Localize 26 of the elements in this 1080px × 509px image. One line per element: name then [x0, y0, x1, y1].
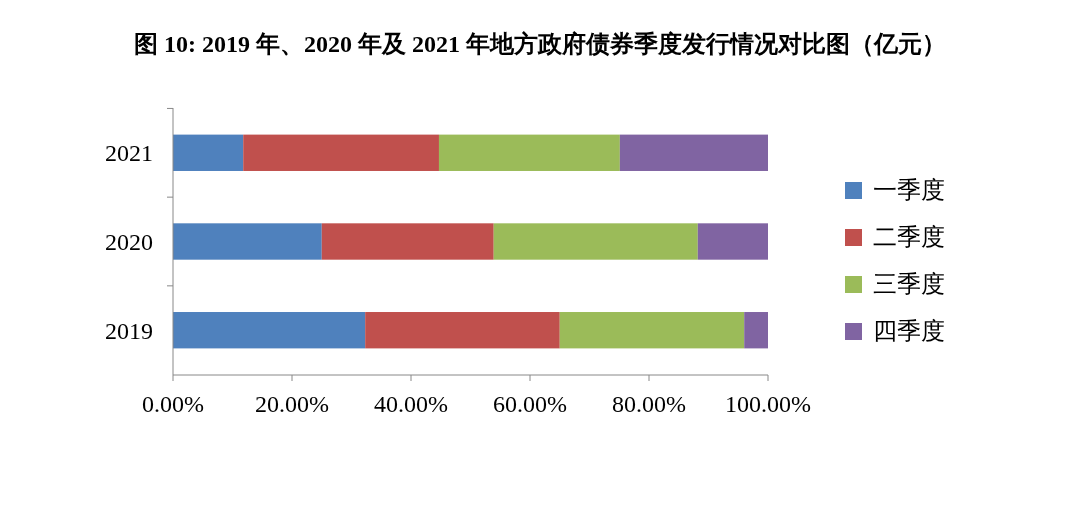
bar: [173, 134, 244, 171]
y-tick-label: 2021: [105, 140, 153, 167]
chart-title: 图 10: 2019 年、2020 年及 2021 年地方政府债券季度发行情况对比图（亿元）: [134, 30, 946, 57]
bar: [493, 223, 698, 260]
x-tick-label: 0.00%: [142, 391, 204, 417]
bar: [697, 223, 768, 260]
x-tick-label: 80.00%: [612, 391, 686, 417]
x-tick-label: 40.00%: [374, 391, 448, 417]
bar: [243, 134, 439, 171]
bar: [173, 312, 366, 349]
bar: [365, 312, 560, 349]
bar: [619, 134, 768, 171]
legend-label: 三季度: [873, 271, 945, 298]
legend-label: 二季度: [873, 224, 945, 251]
bar: [744, 312, 768, 349]
x-tick-label: 100.00%: [725, 391, 811, 417]
legend-label: 四季度: [873, 318, 945, 345]
y-tick-label: 2020: [105, 228, 153, 255]
y-tick-label: 2019: [105, 317, 153, 344]
bar: [173, 223, 322, 260]
legend-label: 一季度: [873, 177, 945, 204]
x-tick-label: 20.00%: [255, 391, 329, 417]
x-tick-label: 60.00%: [493, 391, 567, 417]
bar: [438, 134, 620, 171]
bar: [559, 312, 745, 349]
bar: [321, 223, 494, 260]
